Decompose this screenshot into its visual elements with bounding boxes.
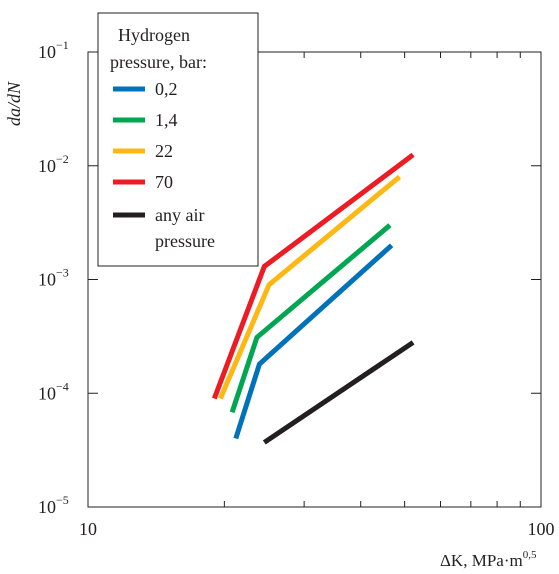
series-line-4 [262, 340, 415, 445]
y-tick-exponent: −4 [56, 379, 69, 393]
x-tick-label: 10 [79, 519, 97, 539]
x-axis-label-exponent: 0,5 [523, 549, 537, 561]
series-line-3 [211, 152, 415, 400]
series-line-2 [218, 174, 402, 400]
legend-label-4: any air [155, 205, 204, 225]
y-tick-base: 10 [38, 42, 56, 62]
y-tick-exponent: −2 [56, 152, 69, 166]
legend-label-1: 1,4 [155, 110, 178, 130]
y-tick-label: 10−5 [38, 493, 69, 517]
legend-box [97, 12, 259, 267]
x-ticks: 10 100 [79, 52, 555, 539]
legend-title-line1: Hydrogen [118, 25, 190, 45]
legend: Hydrogen pressure, bar: 0,2 1,4 22 70 any ai… [97, 12, 259, 267]
y-tick-exponent: −3 [56, 266, 69, 280]
legend-label-3: 70 [155, 172, 173, 192]
x-tick-label: 100 [528, 519, 555, 539]
legend-label-2: 22 [155, 141, 173, 161]
x-axis-label-text: ΔK, MPa·m [440, 551, 523, 570]
y-tick-label: 10−1 [38, 38, 69, 62]
y-tick-exponent: −1 [56, 38, 69, 52]
y-tick-base: 10 [38, 270, 56, 290]
y-tick-base: 10 [38, 156, 56, 176]
legend-label-0: 0,2 [155, 79, 178, 99]
series-lines [211, 152, 415, 445]
y-tick-exponent: −5 [56, 493, 69, 507]
y-axis-label: da/dN [4, 81, 24, 126]
legend-label-4-line2: pressure [155, 231, 215, 251]
series-line-1 [229, 223, 392, 414]
y-ticks: 10−110−210−310−410−5 [38, 38, 541, 517]
y-tick-label: 10−4 [38, 379, 69, 403]
y-tick-base: 10 [38, 383, 56, 403]
y-tick-label: 10−3 [38, 266, 69, 290]
series-line-0 [233, 243, 394, 440]
y-tick-label: 10−2 [38, 152, 69, 176]
y-tick-base: 10 [38, 497, 56, 517]
x-axis-label: ΔK, MPa·m0,5 [440, 549, 537, 570]
legend-title-line2: pressure, bar: [110, 52, 207, 72]
